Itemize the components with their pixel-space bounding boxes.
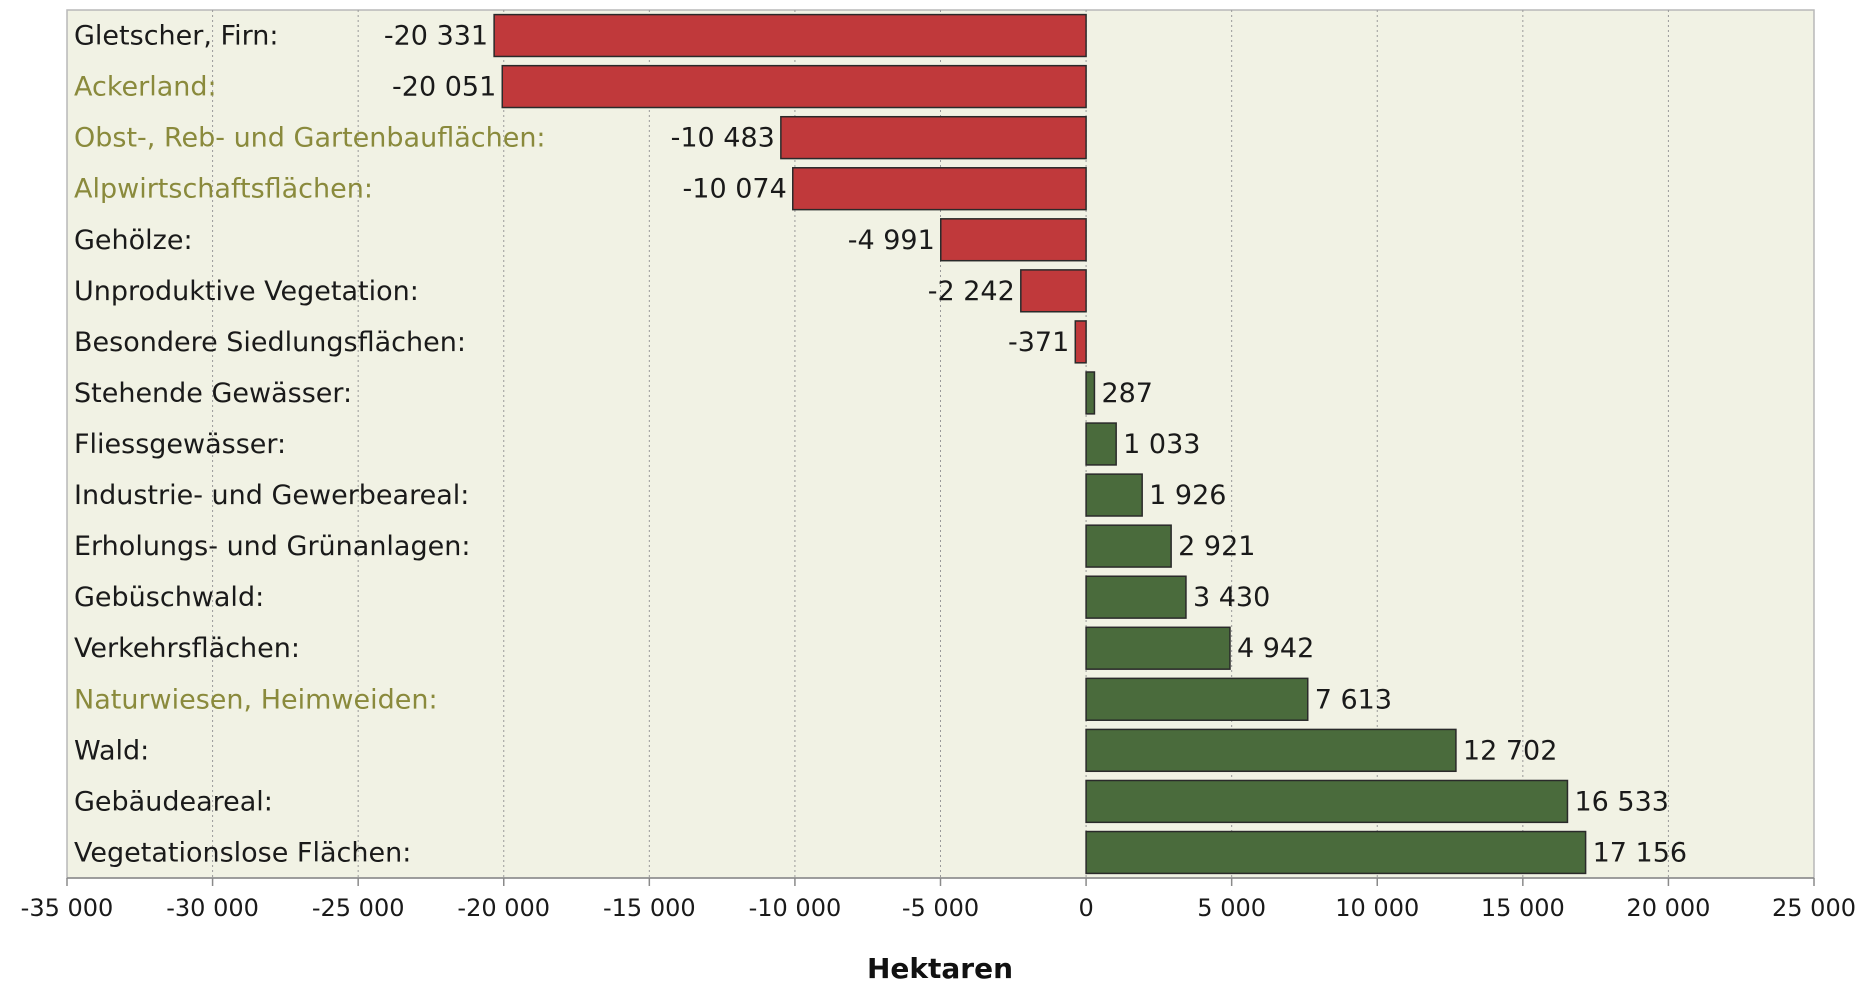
data-label: -10 483 xyxy=(671,123,775,154)
bar xyxy=(1085,728,1457,773)
category-labels: Gletscher, Firn: Ackerland: Obst-, Reb- un… xyxy=(74,21,546,869)
category-label: Gehölze: xyxy=(74,225,193,256)
bar xyxy=(493,13,1087,58)
data-label: 7 613 xyxy=(1315,684,1392,715)
data-label: 1 926 xyxy=(1149,480,1226,511)
data-label: 17 156 xyxy=(1593,837,1687,868)
bars xyxy=(493,13,1587,875)
bar xyxy=(1020,269,1087,313)
x-tick-label: -15 000 xyxy=(603,894,696,922)
category-label: Erholungs- und Grünanlagen: xyxy=(74,531,470,562)
bar xyxy=(1085,626,1231,670)
x-tick-label: -25 000 xyxy=(312,894,405,922)
value-labels: -20 331 -20 051 -10 483 -10 074 -4 991 -2 242… xyxy=(384,21,1687,869)
bar xyxy=(1085,422,1117,466)
bar xyxy=(501,64,1087,109)
category-label: Unproduktive Vegetation: xyxy=(74,276,419,307)
x-tick-label: -5 000 xyxy=(902,894,979,922)
data-label: 4 942 xyxy=(1237,633,1314,664)
data-label: -4 991 xyxy=(848,225,935,256)
category-label: Verkehrsflächen: xyxy=(74,633,300,664)
category-label: Gletscher, Firn: xyxy=(74,21,278,52)
category-label: Obst-, Reb- und Gartenbauflächen: xyxy=(74,123,546,154)
bar xyxy=(1085,473,1143,517)
data-label: 1 033 xyxy=(1123,429,1200,460)
x-tick-label: -10 000 xyxy=(749,894,842,922)
data-label: -371 xyxy=(1008,327,1069,358)
x-axis-ticks: -35 000 -30 000 -25 000 -20 000 -15 000 -10 0… xyxy=(21,878,1856,922)
bar xyxy=(1085,677,1309,721)
x-axis-title: Hektaren xyxy=(867,952,1013,981)
data-label: 287 xyxy=(1101,378,1153,409)
bar xyxy=(792,167,1087,211)
data-label: 2 921 xyxy=(1178,531,1255,562)
bar xyxy=(1074,320,1087,364)
x-tick-label: 0 xyxy=(1078,894,1093,922)
bar xyxy=(1085,524,1172,568)
bar xyxy=(1085,779,1569,824)
data-label: 3 430 xyxy=(1193,582,1270,613)
data-label: 16 533 xyxy=(1574,786,1668,817)
bar xyxy=(1085,830,1587,875)
bar xyxy=(780,115,1087,160)
x-tick-label: -30 000 xyxy=(166,894,259,922)
category-label: Gebäudeareal: xyxy=(74,786,273,817)
data-label: -2 242 xyxy=(928,276,1015,307)
data-label: -10 074 xyxy=(683,174,787,205)
x-tick-label: 20 000 xyxy=(1626,894,1710,922)
category-label: Gebüschwald: xyxy=(74,582,264,613)
category-label: Industrie- und Gewerbeareal: xyxy=(74,480,469,511)
data-label: 12 702 xyxy=(1463,735,1557,766)
x-tick-label: 25 000 xyxy=(1772,894,1856,922)
data-label: -20 051 xyxy=(392,72,496,103)
x-tick-label: 5 000 xyxy=(1197,894,1266,922)
category-label: Fliessgewässer: xyxy=(74,429,286,460)
category-label: Stehende Gewässer: xyxy=(74,378,352,409)
category-label: Naturwiesen, Heimweiden: xyxy=(74,684,438,715)
data-label: -20 331 xyxy=(384,21,488,52)
bar xyxy=(1085,575,1187,619)
category-label: Ackerland: xyxy=(74,72,217,103)
category-label: Besondere Siedlungsflächen: xyxy=(74,327,466,358)
x-tick-label: -20 000 xyxy=(457,894,550,922)
bar xyxy=(940,218,1087,262)
x-tick-label: 10 000 xyxy=(1335,894,1419,922)
x-tick-label: 15 000 xyxy=(1481,894,1565,922)
category-label: Vegetationslose Flächen: xyxy=(74,837,411,868)
category-label: Alpwirtschaftsflächen: xyxy=(74,174,373,205)
category-label: Wald: xyxy=(74,735,149,766)
x-tick-label: -35 000 xyxy=(21,894,114,922)
bar xyxy=(1085,371,1096,415)
